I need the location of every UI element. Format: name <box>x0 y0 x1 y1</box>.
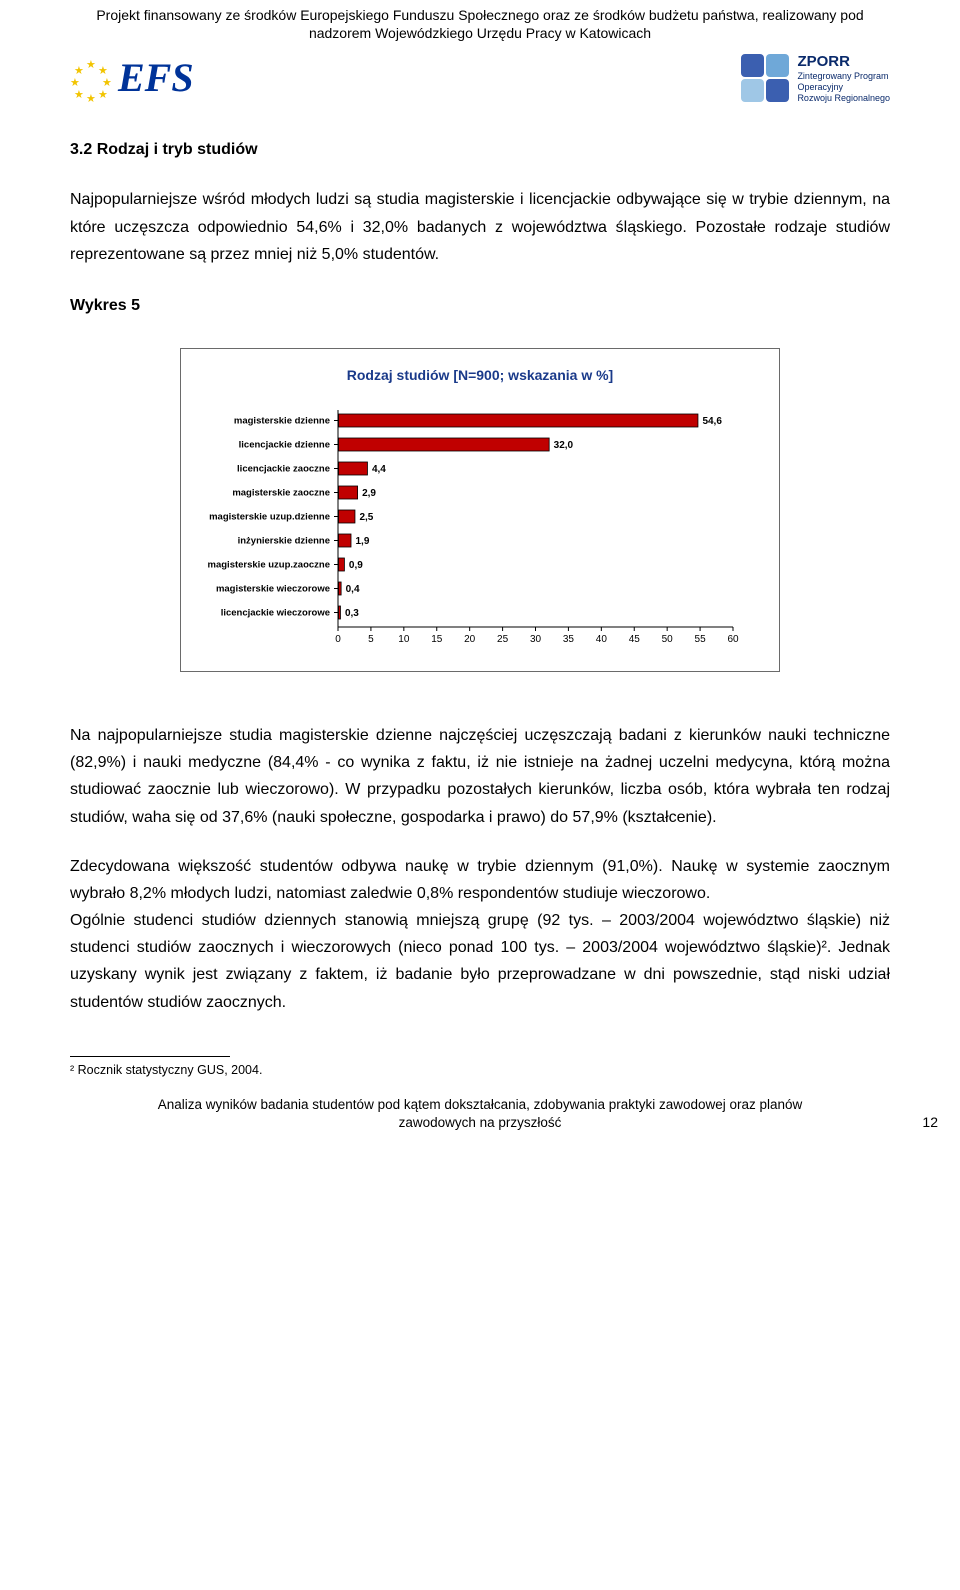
svg-text:15: 15 <box>431 634 443 645</box>
footnote: ² Rocznik statystyczny GUS, 2004. <box>70 1061 890 1080</box>
paragraph-2: Na najpopularniejsze studia magisterskie… <box>70 722 890 831</box>
chart-title: Rodzaj studiów [N=900; wskazania w %] <box>203 365 757 386</box>
chart-area: magisterskie dzienne 54,6 licencjackie dzi… <box>203 410 757 649</box>
svg-text:magisterskie uzup.dzienne: magisterskie uzup.dzienne <box>209 511 330 522</box>
svg-text:4,4: 4,4 <box>372 464 386 475</box>
footer: Analiza wyników badania studentów pod ką… <box>70 1096 890 1132</box>
svg-text:licencjackie wieczorowe: licencjackie wieczorowe <box>221 607 330 618</box>
header-funding-note: Projekt finansowany ze środków Europejsk… <box>70 0 890 44</box>
svg-text:50: 50 <box>662 634 674 645</box>
svg-text:54,6: 54,6 <box>702 416 722 427</box>
svg-text:60: 60 <box>727 634 739 645</box>
zporr-sub1: Zintegrowany Program <box>797 71 890 82</box>
svg-text:magisterskie zaoczne: magisterskie zaoczne <box>232 487 330 498</box>
zporr-big: ZPORR <box>797 53 890 71</box>
paragraph-1: Najpopularniejsze wśród młodych ludzi są… <box>70 186 890 268</box>
zporr-text: ZPORR Zintegrowany Program Operacyjny Ro… <box>797 53 890 103</box>
eu-stars-icon: ★ ★ ★ ★ ★ ★ ★ ★ <box>70 57 112 99</box>
chart-svg: magisterskie dzienne 54,6 licencjackie dzi… <box>203 410 761 649</box>
footer-line1: Analiza wyników badania studentów pod ką… <box>158 1097 803 1112</box>
svg-text:25: 25 <box>497 634 509 645</box>
paragraph-3a: Zdecydowana większość studentów odbywa n… <box>70 858 890 902</box>
footnote-separator <box>70 1056 230 1057</box>
svg-text:35: 35 <box>563 634 575 645</box>
header-line2: nadzorem Wojewódzkiego Urzędu Pracy w Ka… <box>309 25 651 41</box>
svg-text:magisterskie wieczorowe: magisterskie wieczorowe <box>216 583 330 594</box>
svg-text:1,9: 1,9 <box>356 536 370 547</box>
wykres-label: Wykres 5 <box>70 294 890 318</box>
logo-row: ★ ★ ★ ★ ★ ★ ★ ★ EFS ZPORR Zintegrowany P… <box>70 44 890 138</box>
svg-text:2,9: 2,9 <box>362 488 376 499</box>
svg-text:20: 20 <box>464 634 476 645</box>
svg-text:magisterskie uzup.zaoczne: magisterskie uzup.zaoczne <box>208 559 330 570</box>
header-line1: Projekt finansowany ze środków Europejsk… <box>96 7 863 23</box>
zporr-logo: ZPORR Zintegrowany Program Operacyjny Ro… <box>741 53 890 103</box>
svg-text:magisterskie dzienne: magisterskie dzienne <box>234 415 330 426</box>
svg-text:55: 55 <box>695 634 707 645</box>
puzzle-icon <box>741 54 789 102</box>
svg-text:5: 5 <box>368 634 374 645</box>
svg-text:30: 30 <box>530 634 542 645</box>
svg-text:10: 10 <box>398 634 410 645</box>
zporr-sub3: Rozwoju Regionalnego <box>797 93 890 104</box>
page-number: 12 <box>922 1113 938 1132</box>
svg-text:0: 0 <box>335 634 341 645</box>
paragraph-3: Zdecydowana większość studentów odbywa n… <box>70 853 890 1016</box>
efs-logo: ★ ★ ★ ★ ★ ★ ★ ★ EFS <box>70 48 194 108</box>
svg-text:licencjackie dzienne: licencjackie dzienne <box>239 439 330 450</box>
zporr-sub2: Operacyjny <box>797 82 890 93</box>
svg-text:licencjackie zaoczne: licencjackie zaoczne <box>237 463 330 474</box>
efs-text: EFS <box>118 48 194 108</box>
chart-box: Rodzaj studiów [N=900; wskazania w %] ma… <box>180 348 780 672</box>
svg-text:0,9: 0,9 <box>349 560 363 571</box>
section-heading: 3.2 Rodzaj i tryb studiów <box>70 138 890 162</box>
paragraph-3b: Ogólnie studenci studiów dziennych stano… <box>70 912 890 1011</box>
svg-text:0,4: 0,4 <box>346 584 360 595</box>
footer-line2: zawodowych na przyszłość <box>399 1115 562 1130</box>
svg-text:0,3: 0,3 <box>345 608 359 619</box>
svg-text:32,0: 32,0 <box>554 440 574 451</box>
svg-text:inżynierskie dzienne: inżynierskie dzienne <box>238 535 330 546</box>
svg-text:45: 45 <box>629 634 641 645</box>
svg-text:2,5: 2,5 <box>359 512 373 523</box>
svg-text:40: 40 <box>596 634 608 645</box>
